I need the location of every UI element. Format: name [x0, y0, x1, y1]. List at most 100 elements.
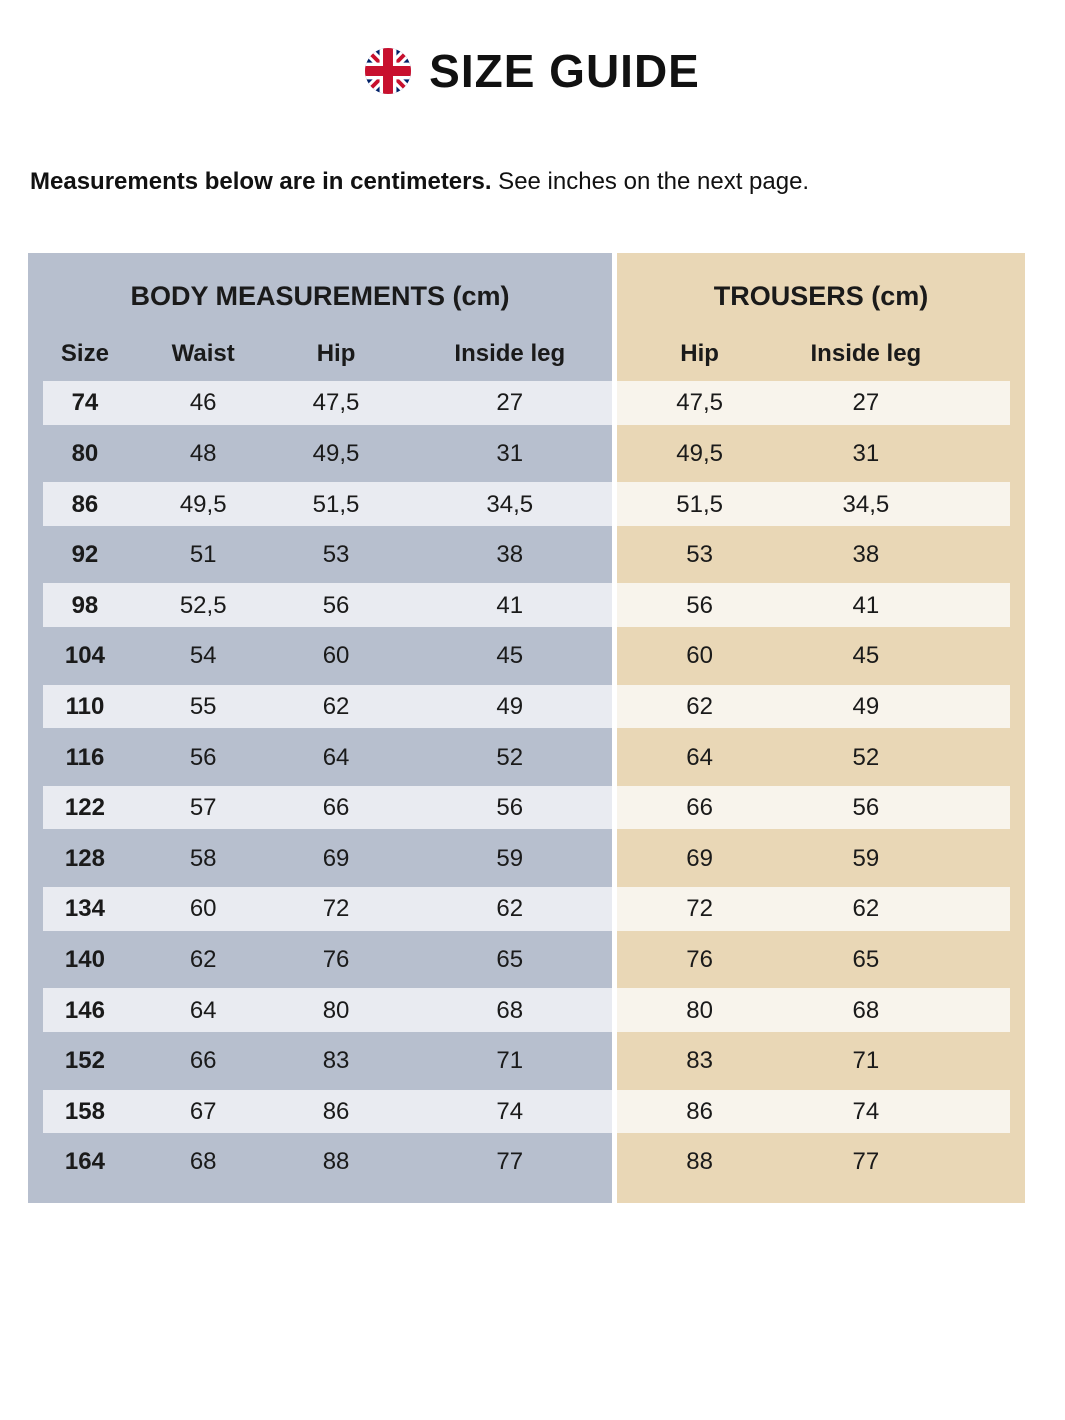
cell-hip: 88: [322, 1148, 350, 1176]
cell-trousers-inside-leg: 38: [852, 541, 880, 569]
cell-inside-leg: 68: [496, 996, 524, 1024]
row-stripe: [43, 583, 612, 628]
cell-trousers-inside-leg: 52: [852, 743, 880, 771]
section-divider: [612, 253, 617, 1203]
trousers-table-row: 80 68: [617, 985, 1025, 1036]
cell-waist: 48: [189, 439, 217, 467]
row-stripe: [43, 988, 612, 1032]
cell-waist: 56: [189, 743, 217, 771]
cell-hip: 64: [322, 743, 350, 771]
cell-inside-leg: 41: [496, 591, 524, 619]
cell-waist: 49,5: [179, 490, 227, 518]
column-header-trousers-inside-leg: Inside leg: [810, 340, 922, 367]
cell-trousers-inside-leg: 49: [852, 692, 880, 720]
cell-trousers-hip: 83: [686, 1047, 713, 1075]
cell-size: 92: [71, 541, 99, 569]
page-title: SIZE GUIDE: [429, 45, 700, 97]
body-table-row: 128 58 69 59: [28, 833, 612, 884]
cell-trousers-hip: 51,5: [676, 490, 723, 518]
trousers-column-headers: Hip Inside leg: [617, 330, 1025, 378]
trousers-table-row: 53 38: [617, 530, 1025, 581]
body-table-row: 158 67 86 74: [28, 1087, 612, 1138]
cell-size: 122: [64, 794, 105, 822]
body-table-row: 86 49,5 51,5 34,5: [28, 479, 612, 530]
cell-size: 98: [71, 591, 99, 619]
cell-trousers-inside-leg: 27: [852, 389, 880, 417]
cell-size: 74: [71, 389, 99, 417]
cell-inside-leg: 38: [496, 541, 524, 569]
cell-trousers-hip: 53: [686, 541, 713, 569]
body-table-row: 146 64 80 68: [28, 985, 612, 1036]
cell-waist: 58: [189, 844, 217, 872]
cell-hip: 76: [322, 946, 350, 973]
cell-trousers-hip: 88: [686, 1148, 713, 1176]
body-section-title: BODY MEASUREMENTS (cm): [130, 281, 510, 311]
trousers-section: TROUSERS (cm) Hip Inside leg 47,5 27 49,5 3…: [617, 253, 1025, 1203]
cell-size: 164: [64, 1148, 105, 1176]
cell-inside-leg: 56: [496, 794, 524, 822]
trousers-table-row: 51,5 34,5: [617, 479, 1025, 530]
cell-hip: 53: [322, 541, 350, 569]
body-table-row: 164 68 88 77: [28, 1137, 612, 1188]
trousers-table-row: 64 52: [617, 732, 1025, 783]
trousers-table-row: 72 62: [617, 884, 1025, 935]
cell-trousers-hip: 72: [686, 895, 713, 923]
intro-bold-text: Measurements below are in centimeters.: [30, 168, 492, 195]
cell-hip: 51,5: [312, 490, 360, 518]
body-table-row: 152 66 83 71: [28, 1036, 612, 1087]
cell-trousers-inside-leg: 59: [852, 844, 880, 872]
body-table-row: 98 52,5 56 41: [28, 580, 612, 631]
cell-hip: 60: [322, 642, 350, 670]
cell-hip: 66: [322, 794, 350, 822]
cell-waist: 52,5: [179, 591, 227, 619]
uk-flag-icon: [365, 48, 412, 94]
trousers-table-row: 62 49: [617, 682, 1025, 733]
cell-hip: 80: [322, 996, 350, 1024]
cell-size: 116: [65, 743, 105, 771]
cell-waist: 67: [189, 1097, 217, 1125]
cell-size: 80: [71, 439, 99, 467]
cell-trousers-inside-leg: 71: [852, 1047, 880, 1075]
cell-waist: 55: [189, 692, 217, 720]
cell-size: 140: [64, 946, 105, 973]
cell-hip: 86: [322, 1097, 350, 1125]
cell-trousers-hip: 86: [686, 1097, 713, 1125]
row-stripe: [617, 988, 1010, 1032]
cell-inside-leg: 62: [496, 895, 524, 923]
cell-trousers-hip: 62: [686, 692, 713, 720]
cell-trousers-hip: 60: [686, 642, 713, 670]
body-table-row: 104 54 60 45: [28, 631, 612, 682]
body-table-row: 74 46 47,5 27: [28, 378, 612, 429]
cell-trousers-inside-leg: 56: [852, 794, 880, 822]
cell-trousers-inside-leg: 45: [852, 642, 880, 670]
cell-inside-leg: 77: [496, 1148, 524, 1176]
cell-trousers-inside-leg: 41: [852, 591, 880, 619]
row-stripe: [617, 684, 1010, 729]
column-header-waist: Waist: [171, 340, 235, 367]
cell-size: 128: [64, 844, 105, 872]
cell-trousers-hip: 49,5: [676, 439, 723, 467]
cell-hip: 49,5: [312, 439, 360, 467]
cell-trousers-inside-leg: 31: [852, 439, 880, 467]
trousers-section-title: TROUSERS (cm): [713, 281, 929, 311]
trousers-table-row: 56 41: [617, 580, 1025, 631]
cell-size: 134: [64, 895, 105, 923]
cell-trousers-hip: 64: [686, 743, 713, 771]
cell-trousers-hip: 76: [686, 946, 713, 973]
cell-waist: 66: [189, 1047, 217, 1075]
cell-inside-leg: 31: [496, 439, 524, 467]
cell-inside-leg: 49: [496, 692, 524, 720]
cell-trousers-inside-leg: 74: [852, 1097, 880, 1125]
row-stripe: [43, 684, 612, 729]
cell-size: 86: [71, 490, 99, 518]
body-table-row: 116 56 64 52: [28, 732, 612, 783]
row-stripe: [43, 482, 612, 526]
size-guide-table: BODY MEASUREMENTS (cm) Size Waist Hip In…: [28, 253, 1025, 1203]
row-stripe: [43, 785, 612, 830]
body-table-row: 140 62 76 65: [28, 935, 612, 986]
cell-trousers-inside-leg: 65: [852, 946, 880, 973]
cell-inside-leg: 34,5: [486, 490, 534, 518]
row-stripe: [617, 1089, 1010, 1134]
row-stripe: [43, 381, 612, 425]
cell-size: 158: [64, 1097, 105, 1125]
